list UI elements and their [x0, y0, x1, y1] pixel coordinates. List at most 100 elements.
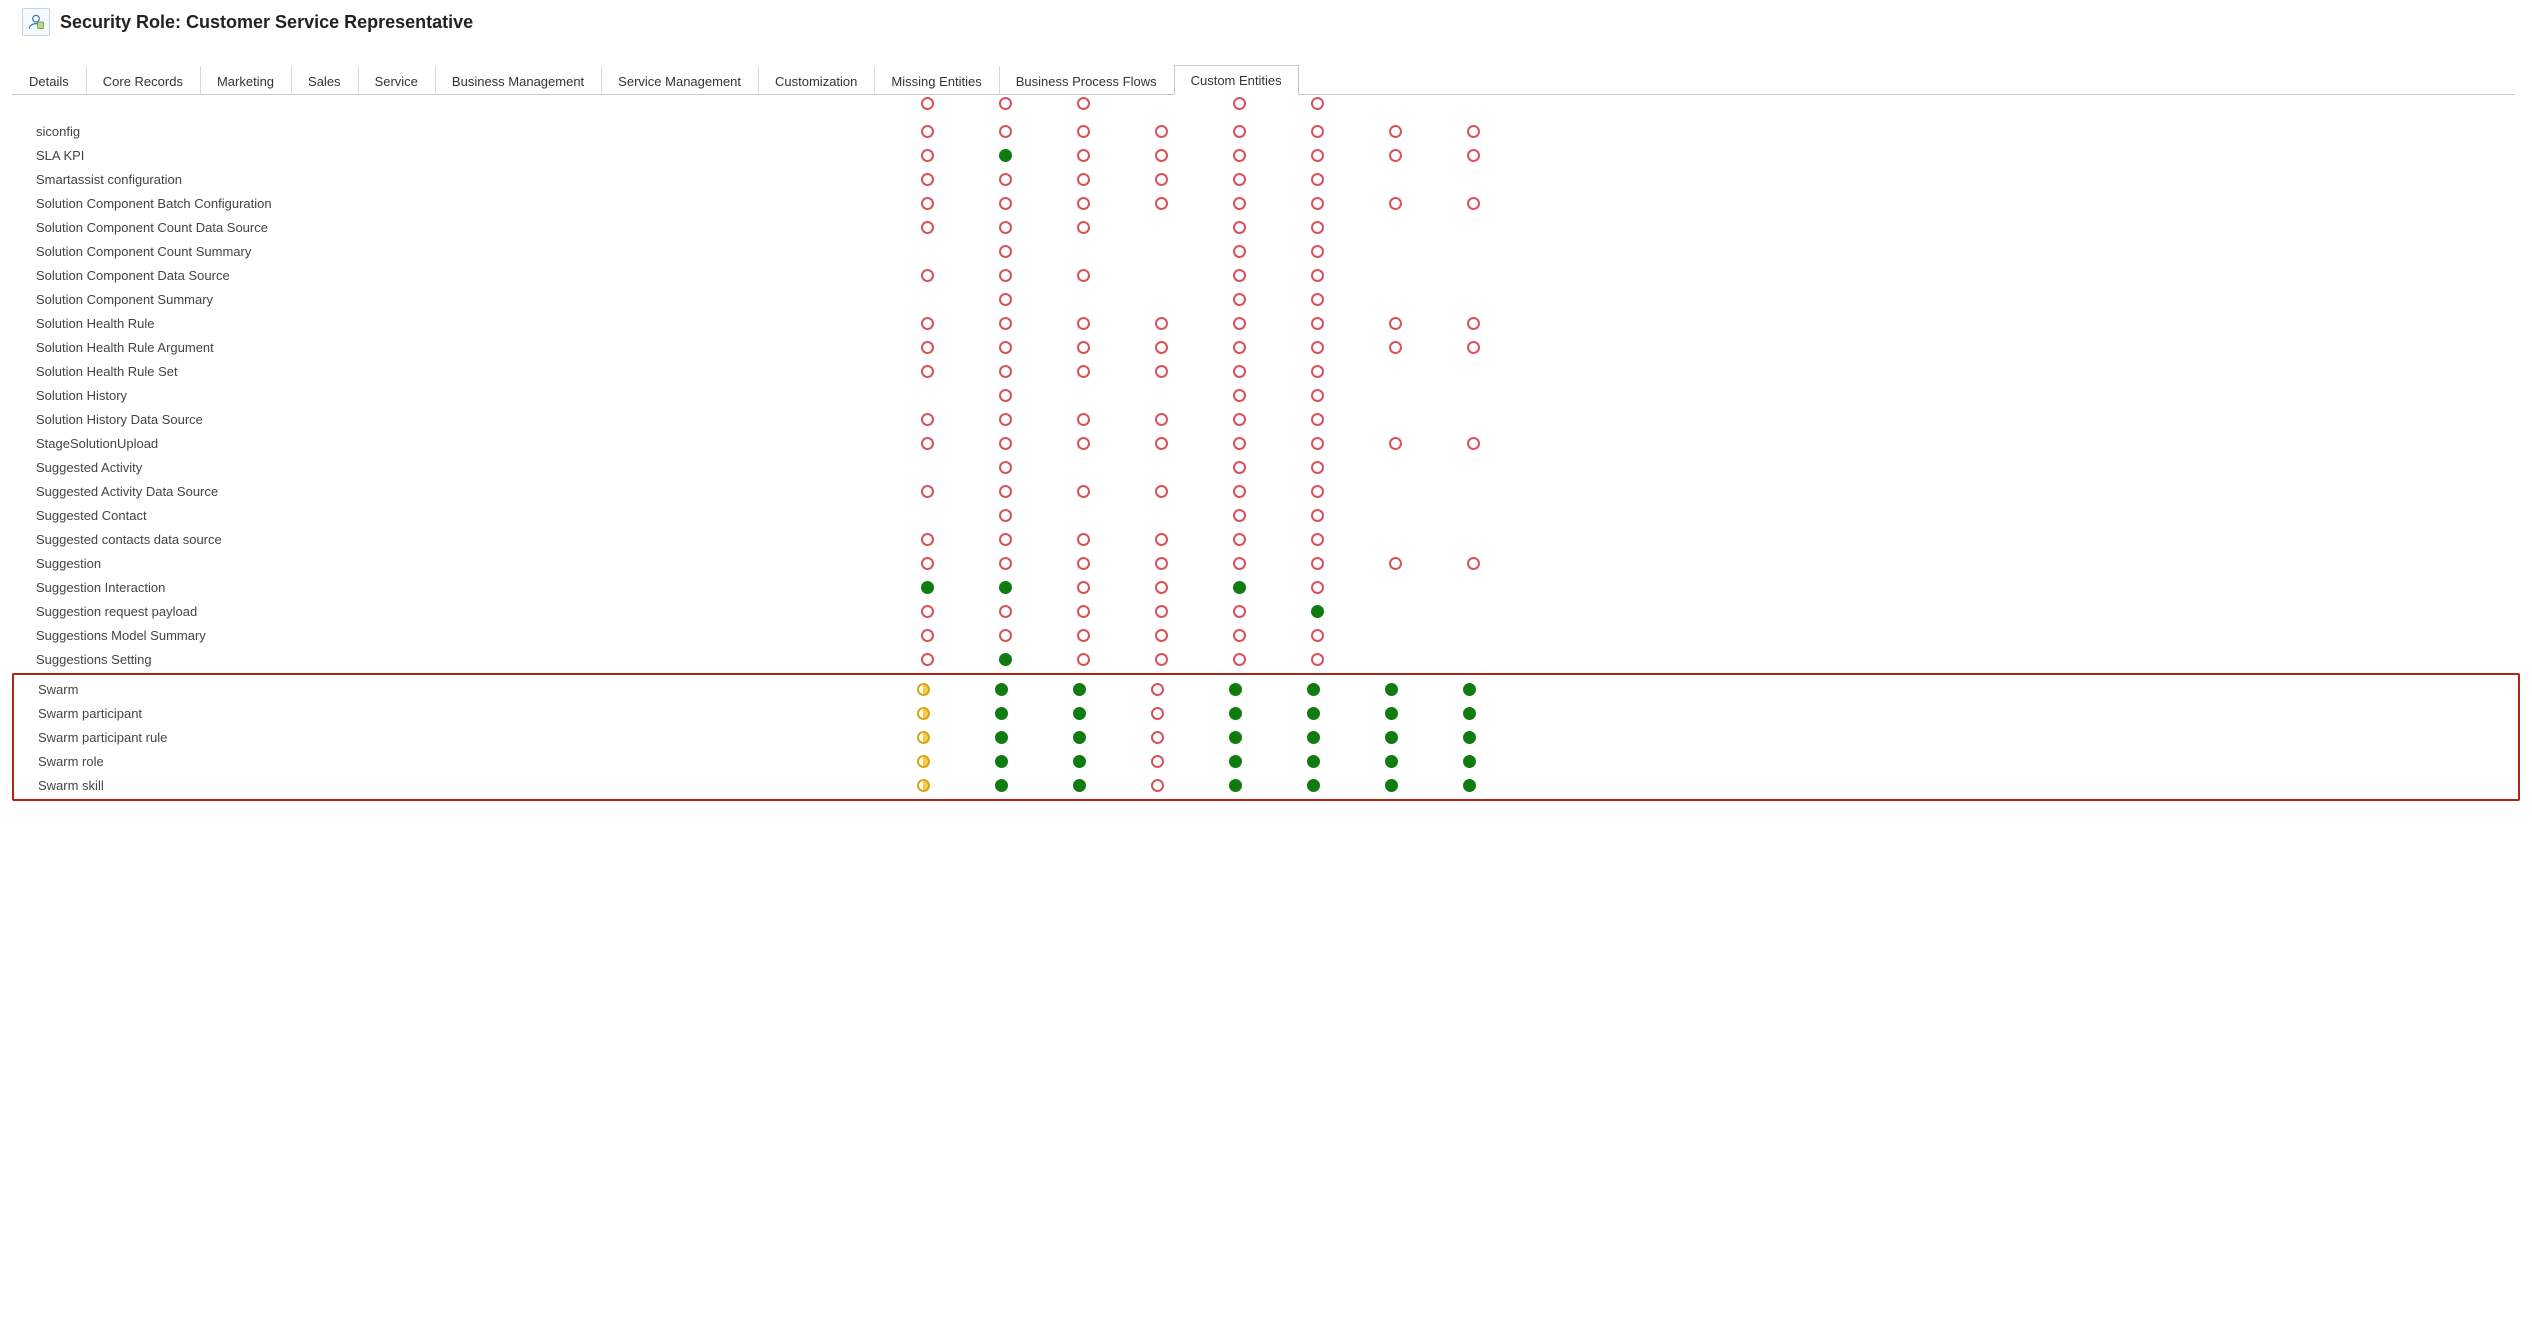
privilege-cell[interactable] — [1044, 149, 1122, 162]
privilege-cell[interactable] — [1044, 125, 1122, 138]
privilege-cell[interactable] — [966, 341, 1044, 354]
privilege-cell[interactable] — [1434, 557, 1512, 570]
privilege-cell[interactable] — [1434, 581, 1512, 594]
privilege-cell[interactable] — [1434, 221, 1512, 234]
privilege-cell[interactable] — [966, 269, 1044, 282]
privilege-cell[interactable] — [884, 707, 962, 720]
privilege-cell[interactable] — [888, 245, 966, 258]
privilege-cell[interactable] — [1430, 731, 1508, 744]
tab-business-management[interactable]: Business Management — [435, 66, 601, 95]
privilege-cell[interactable] — [966, 245, 1044, 258]
privilege-cell[interactable] — [1434, 125, 1512, 138]
privilege-cell[interactable] — [1122, 437, 1200, 450]
privilege-cell[interactable] — [966, 653, 1044, 666]
privilege-cell[interactable] — [1356, 125, 1434, 138]
privilege-cell[interactable] — [1356, 173, 1434, 186]
privilege-cell[interactable] — [966, 629, 1044, 642]
privilege-cell[interactable] — [1278, 341, 1356, 354]
privilege-cell[interactable] — [1278, 605, 1356, 618]
privilege-cell[interactable] — [962, 731, 1040, 744]
privilege-cell[interactable] — [1278, 389, 1356, 402]
privilege-cell[interactable] — [1200, 581, 1278, 594]
privilege-cell[interactable] — [966, 605, 1044, 618]
privilege-cell[interactable] — [1278, 485, 1356, 498]
privilege-cell[interactable] — [1040, 755, 1118, 768]
privilege-cell[interactable] — [1200, 221, 1278, 234]
privilege-cell[interactable] — [962, 779, 1040, 792]
privilege-cell[interactable] — [1122, 485, 1200, 498]
privilege-cell[interactable] — [1274, 755, 1352, 768]
privilege-cell[interactable] — [1044, 461, 1122, 474]
privilege-cell[interactable] — [1434, 605, 1512, 618]
privilege-cell[interactable] — [1430, 779, 1508, 792]
privilege-cell[interactable] — [1044, 197, 1122, 210]
privilege-cell[interactable] — [888, 221, 966, 234]
privilege-cell[interactable] — [1044, 245, 1122, 258]
privilege-cell[interactable] — [1044, 629, 1122, 642]
privilege-cell[interactable] — [1044, 293, 1122, 306]
privilege-cell[interactable] — [1200, 317, 1278, 330]
privilege-cell[interactable] — [1122, 341, 1200, 354]
privilege-cell[interactable] — [1352, 683, 1430, 696]
privilege-cell[interactable] — [1278, 317, 1356, 330]
privilege-cell[interactable] — [1434, 629, 1512, 642]
privilege-cell[interactable] — [1434, 389, 1512, 402]
privilege-cell[interactable] — [966, 365, 1044, 378]
privilege-cell[interactable] — [1196, 707, 1274, 720]
privilege-cell[interactable] — [1200, 557, 1278, 570]
tab-sales[interactable]: Sales — [291, 66, 358, 95]
privilege-cell[interactable] — [1430, 755, 1508, 768]
tab-customization[interactable]: Customization — [758, 66, 874, 95]
privilege-cell[interactable] — [1274, 731, 1352, 744]
privilege-cell[interactable] — [1040, 707, 1118, 720]
privilege-cell[interactable] — [1122, 413, 1200, 426]
privilege-cell[interactable] — [1200, 341, 1278, 354]
privilege-cell[interactable] — [1200, 629, 1278, 642]
privilege-cell[interactable] — [1044, 557, 1122, 570]
privilege-cell[interactable] — [1356, 533, 1434, 546]
privilege-cell[interactable] — [1044, 653, 1122, 666]
privilege-cell[interactable] — [1274, 683, 1352, 696]
privilege-cell[interactable] — [1352, 779, 1430, 792]
privilege-cell[interactable] — [1122, 125, 1200, 138]
privilege-cell[interactable] — [1200, 269, 1278, 282]
privilege-cell[interactable] — [1118, 707, 1196, 720]
privilege-cell[interactable] — [1122, 245, 1200, 258]
privilege-cell[interactable] — [1118, 779, 1196, 792]
privilege-cell[interactable] — [1434, 461, 1512, 474]
privilege-cell[interactable] — [1356, 629, 1434, 642]
privilege-cell[interactable] — [888, 317, 966, 330]
privilege-cell[interactable] — [1040, 779, 1118, 792]
privilege-cell[interactable] — [1044, 389, 1122, 402]
privilege-cell[interactable] — [966, 197, 1044, 210]
privilege-cell[interactable] — [888, 173, 966, 186]
privilege-cell[interactable] — [1200, 533, 1278, 546]
privilege-cell[interactable] — [1118, 731, 1196, 744]
privilege-cell[interactable] — [1278, 245, 1356, 258]
privilege-cell[interactable] — [1434, 485, 1512, 498]
privilege-cell[interactable] — [1356, 149, 1434, 162]
privilege-cell[interactable] — [966, 437, 1044, 450]
privilege-cell[interactable] — [1040, 683, 1118, 696]
privilege-cell[interactable] — [1196, 779, 1274, 792]
privilege-cell[interactable] — [1434, 269, 1512, 282]
privilege-cell[interactable] — [1356, 293, 1434, 306]
privilege-cell[interactable] — [1044, 221, 1122, 234]
privilege-cell[interactable] — [1430, 683, 1508, 696]
privilege-cell[interactable] — [1122, 629, 1200, 642]
privilege-cell[interactable] — [966, 533, 1044, 546]
privilege-cell[interactable] — [888, 557, 966, 570]
privilege-cell[interactable] — [1044, 437, 1122, 450]
privilege-cell[interactable] — [966, 461, 1044, 474]
privilege-cell[interactable] — [1200, 437, 1278, 450]
privilege-cell[interactable] — [966, 581, 1044, 594]
privilege-cell[interactable] — [966, 509, 1044, 522]
privilege-cell[interactable] — [888, 197, 966, 210]
privilege-cell[interactable] — [888, 413, 966, 426]
privilege-cell[interactable] — [1196, 755, 1274, 768]
privilege-cell[interactable] — [1356, 653, 1434, 666]
privilege-cell[interactable] — [1434, 413, 1512, 426]
privilege-cell[interactable] — [1118, 755, 1196, 768]
privilege-cell[interactable] — [1356, 269, 1434, 282]
privilege-cell[interactable] — [966, 149, 1044, 162]
